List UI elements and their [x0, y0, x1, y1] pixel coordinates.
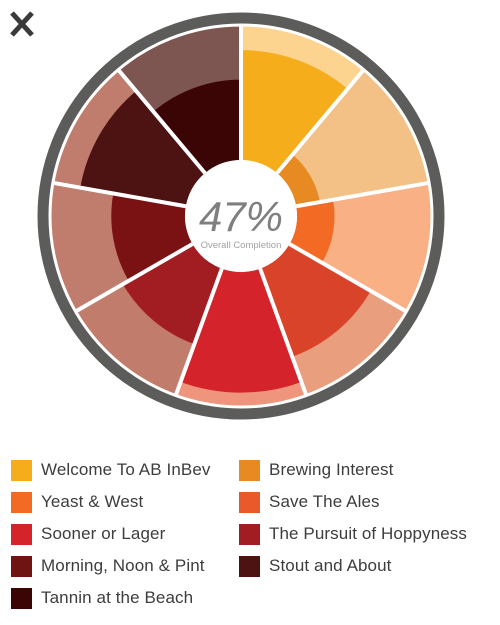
segment-rim	[48, 23, 434, 409]
segment-fill-welcome-to-ab-inbev[interactable]	[241, 50, 348, 174]
legend-label: Tannin at the Beach	[41, 588, 194, 607]
legend-label: Welcome To AB InBev	[41, 460, 211, 479]
segment-divider	[258, 267, 309, 397]
legend: Welcome To AB InBev Brewing Interest Yeast…	[11, 454, 500, 614]
segment-fill-save-the-ales[interactable]	[260, 244, 371, 357]
legend-swatch	[11, 555, 32, 577]
legend-item-sooner-or-lager[interactable]: Sooner or Lager	[11, 518, 239, 550]
legend-swatch	[239, 459, 260, 481]
legend-item-welcome-to-ab-inbev[interactable]: Welcome To AB InBev	[11, 454, 239, 486]
segment-divider	[52, 180, 187, 209]
legend-item-tannin-at-the-beach[interactable]: Tannin at the Beach	[11, 582, 239, 614]
segment-divider	[275, 68, 366, 175]
segment-divider	[173, 267, 224, 397]
legend-label: Yeast & West	[41, 492, 144, 511]
radial-completion-chart: 47% Overall Completion	[37, 12, 445, 420]
segment-fill-brewing-interest[interactable]	[276, 154, 320, 207]
segment-divider	[74, 242, 194, 314]
segment-fill-morning-noon-pint[interactable]	[111, 193, 193, 281]
segment-fill-yeast-west[interactable]	[289, 199, 335, 263]
legend-item-save-the-ales[interactable]: Save The Ales	[239, 486, 489, 518]
legend-item-yeast-west[interactable]: Yeast & West	[11, 486, 239, 518]
segment-divider	[116, 68, 207, 175]
segment-dividers	[48, 23, 434, 409]
legend-item-stout-and-about[interactable]: Stout and About	[239, 550, 489, 582]
segment-fill-the-pursuit-of-hoppyness[interactable]	[122, 244, 222, 345]
outer-ring	[37, 12, 445, 420]
legend-swatch	[239, 491, 260, 513]
segment-fill-stout-and-about[interactable]	[80, 90, 206, 207]
completion-chart: 47% Overall Completion	[37, 12, 445, 420]
legend-item-the-pursuit-of-hoppyness[interactable]: The Pursuit of Hoppyness	[239, 518, 489, 550]
center-caption: Overall Completion	[201, 240, 282, 251]
legend-label: Stout and About	[269, 556, 392, 575]
legend-swatch	[239, 555, 260, 577]
legend-label: Sooner or Lager	[41, 524, 166, 543]
segment-divider	[295, 180, 430, 209]
segment-bg-brewing-interest[interactable]	[276, 70, 429, 207]
segment-divider	[288, 242, 408, 314]
legend-item-brewing-interest[interactable]: Brewing Interest	[239, 454, 489, 486]
legend-swatch	[11, 459, 32, 481]
legend-label: Morning, Noon & Pint	[41, 556, 205, 575]
center-disc	[185, 160, 297, 272]
legend-swatch	[239, 523, 260, 545]
close-icon[interactable]	[8, 9, 36, 39]
legend-label: The Pursuit of Hoppyness	[269, 524, 467, 543]
segment-fill-tannin-at-the-beach[interactable]	[153, 79, 241, 174]
legend-label: Save The Ales	[269, 492, 380, 511]
legend-item-morning-noon-pint[interactable]: Morning, Noon & Pint	[11, 550, 239, 582]
center-value: 47%	[199, 193, 283, 240]
legend-swatch	[11, 523, 32, 545]
legend-swatch	[11, 491, 32, 513]
legend-label: Brewing Interest	[269, 460, 394, 479]
legend-swatch	[11, 587, 32, 609]
